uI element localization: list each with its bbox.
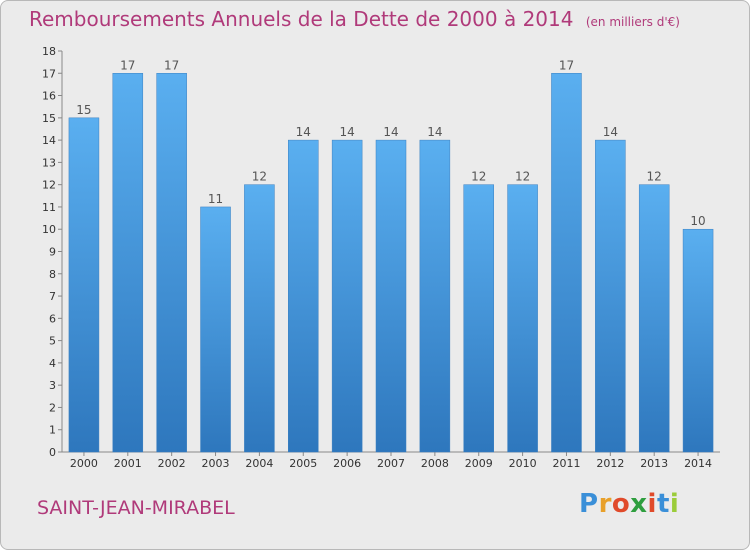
bar — [638, 184, 670, 453]
bar — [288, 139, 319, 453]
logo-letter: x — [630, 489, 648, 519]
bar-value-label: 17 — [559, 58, 574, 72]
bar-value-label: 14 — [383, 125, 398, 139]
bar — [551, 73, 582, 453]
y-tick-label: 2 — [49, 401, 56, 414]
x-tick-label: 2012 — [596, 457, 624, 470]
bar — [507, 184, 538, 453]
bar-value-label: 15 — [76, 103, 91, 117]
bar — [244, 184, 275, 453]
x-tick-label: 2000 — [70, 457, 98, 470]
bar-value-label: 14 — [339, 125, 354, 139]
logo-letter: o — [611, 489, 631, 519]
y-tick-label: 4 — [49, 357, 56, 370]
y-tick-label: 18 — [42, 45, 56, 58]
logo-letter: i — [647, 489, 657, 519]
x-tick-label: 2002 — [158, 457, 186, 470]
y-tick-label: 7 — [49, 290, 56, 303]
bar-value-label: 14 — [603, 125, 618, 139]
bar — [682, 228, 714, 453]
logo-letter: r — [598, 489, 612, 519]
commune-name: SAINT-JEAN-MIRABEL — [37, 497, 235, 519]
y-tick-label: 8 — [49, 268, 56, 281]
x-tick-label: 2001 — [114, 457, 142, 470]
y-tick-label: 11 — [42, 201, 56, 214]
y-tick-label: 15 — [42, 112, 56, 125]
x-tick-label: 2007 — [377, 457, 405, 470]
y-tick-label: 16 — [42, 90, 56, 103]
bar — [68, 117, 100, 453]
bar — [463, 184, 494, 453]
y-tick-label: 12 — [42, 179, 56, 192]
x-tick-label: 2006 — [333, 457, 361, 470]
bar — [419, 139, 451, 453]
x-tick-label: 2009 — [465, 457, 493, 470]
y-tick-label: 5 — [49, 335, 56, 348]
x-tick-label: 2014 — [684, 457, 712, 470]
bar-value-label: 12 — [515, 170, 530, 184]
y-tick-label: 14 — [42, 134, 56, 147]
chart-unit: (en milliers d'€) — [585, 15, 680, 29]
y-tick-label: 3 — [49, 379, 56, 392]
bar-value-label: 17 — [164, 58, 179, 72]
y-tick-label: 0 — [49, 446, 56, 459]
x-tick-label: 2013 — [640, 457, 668, 470]
y-tick-label: 1 — [49, 424, 56, 437]
proxiti-logo[interactable]: Proxiti — [579, 489, 679, 519]
bar-value-label: 12 — [471, 170, 486, 184]
x-tick-label: 2004 — [245, 457, 273, 470]
y-tick-label: 17 — [42, 67, 56, 80]
bar-value-label: 14 — [296, 125, 311, 139]
y-tick-label: 9 — [49, 246, 56, 259]
y-tick-label: 10 — [42, 223, 56, 236]
bar-value-label: 11 — [208, 192, 223, 206]
x-tick-label: 2010 — [509, 457, 537, 470]
bar — [331, 139, 363, 453]
chart-title: Remboursements Annuels de la Dette de 20… — [29, 7, 680, 31]
x-tick-label: 2011 — [552, 457, 580, 470]
chart-title-text: Remboursements Annuels de la Dette de 20… — [29, 7, 574, 31]
x-tick-label: 2005 — [289, 457, 317, 470]
chart-bars — [68, 73, 714, 453]
bar — [200, 206, 231, 453]
y-tick-label: 13 — [42, 156, 56, 169]
bar-value-label: 12 — [647, 170, 662, 184]
y-tick-label: 6 — [49, 312, 56, 325]
logo-letter: t — [656, 489, 670, 519]
bar-value-label: 14 — [427, 125, 442, 139]
bar-value-label: 10 — [690, 214, 705, 228]
bar — [156, 73, 187, 453]
x-tick-label: 2008 — [421, 457, 449, 470]
bar-value-label: 12 — [252, 170, 267, 184]
bar — [112, 73, 144, 453]
logo-letter: P — [579, 489, 599, 519]
bar — [595, 139, 626, 453]
logo-letter: i — [669, 489, 680, 519]
bar — [375, 139, 407, 453]
x-tick-label: 2003 — [202, 457, 230, 470]
bar-value-label: 17 — [120, 58, 135, 72]
chart-labels: 15 2000 17 2001 17 2002 11 2003 12 2004 14 2005 14 20… — [70, 58, 712, 470]
